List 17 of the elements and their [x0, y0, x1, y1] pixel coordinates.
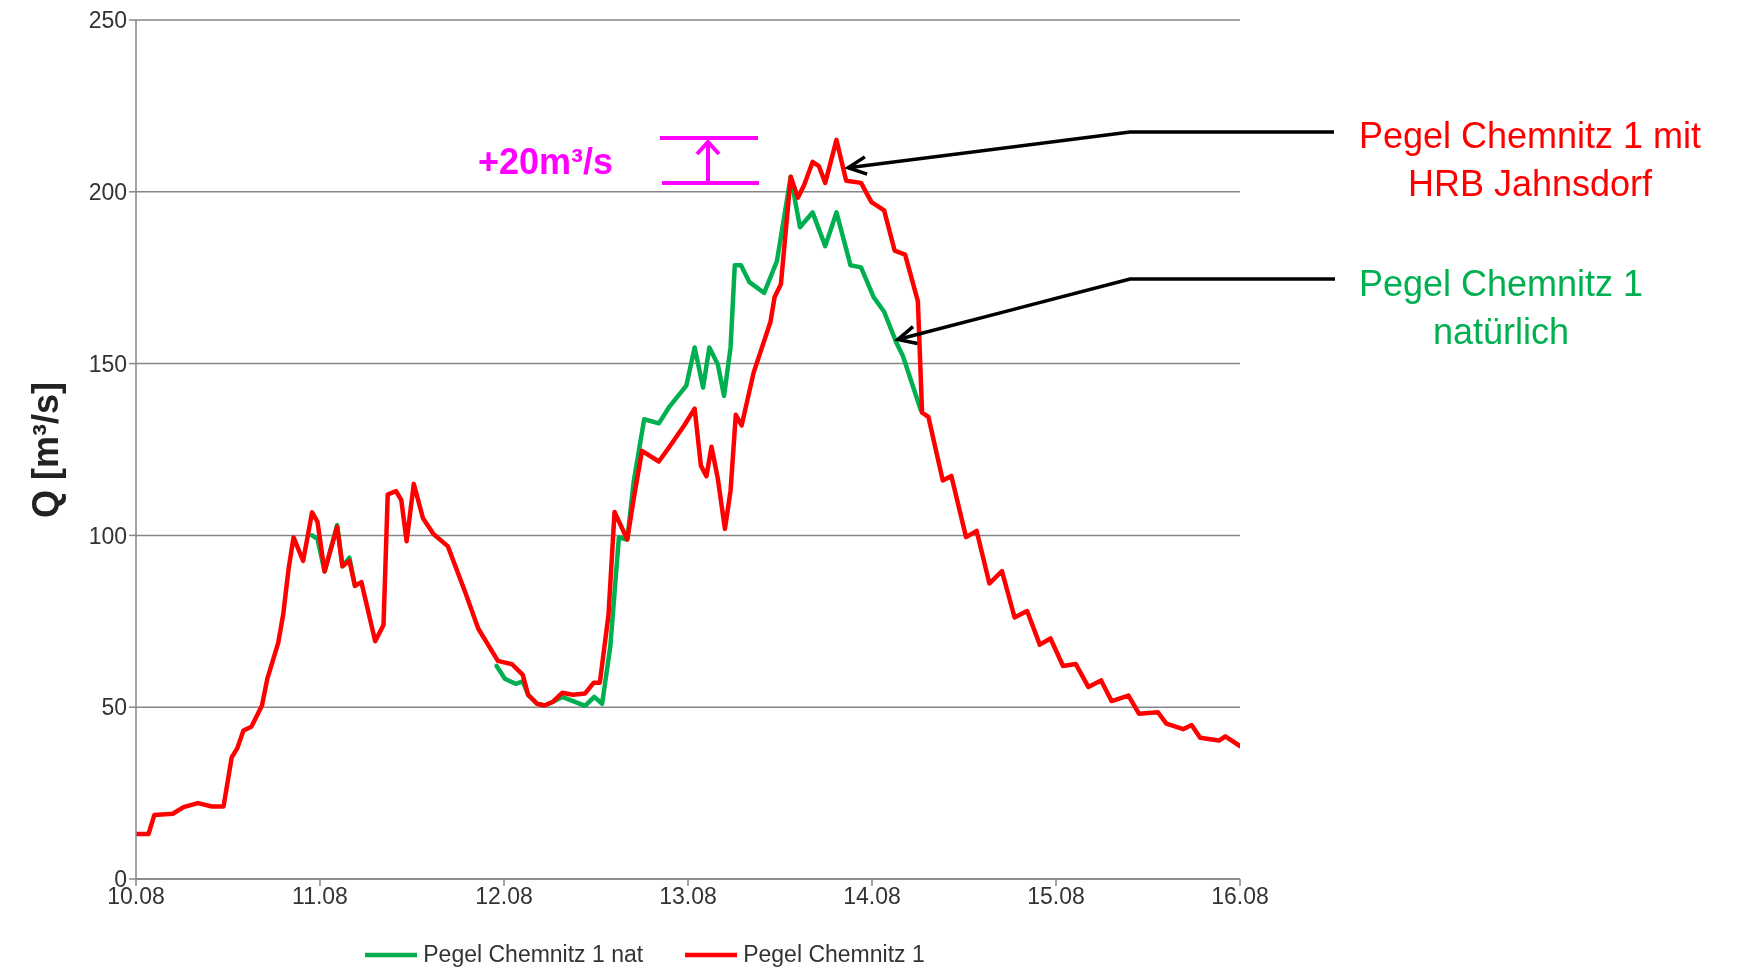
y-tick-label: 100	[88, 522, 127, 549]
y-axis-title: Q [m³/s]	[25, 381, 67, 518]
annotation: Pegel Chemnitz 1 natürlich	[1357, 262, 1645, 354]
y-tick-label: 150	[88, 350, 127, 377]
x-tick-label: 12.08	[475, 883, 533, 910]
y-tick-label: 50	[101, 694, 127, 721]
annotation: +20m³/s	[478, 141, 614, 183]
legend-label: Pegel Chemnitz 1	[743, 941, 925, 968]
legend-label: Pegel Chemnitz 1 nat	[423, 941, 644, 968]
x-tick-label: 14.08	[843, 883, 901, 910]
annotation: Pegel Chemnitz 1 mit HRB Jahnsdorf	[1357, 114, 1703, 206]
x-tick-label: 13.08	[659, 883, 717, 910]
x-tick-label: 16.08	[1211, 883, 1269, 910]
y-tick-label: 200	[88, 178, 127, 205]
x-tick-label: 15.08	[1027, 883, 1085, 910]
x-tick-label: 11.08	[292, 883, 348, 910]
y-tick-label: 250	[88, 7, 127, 34]
